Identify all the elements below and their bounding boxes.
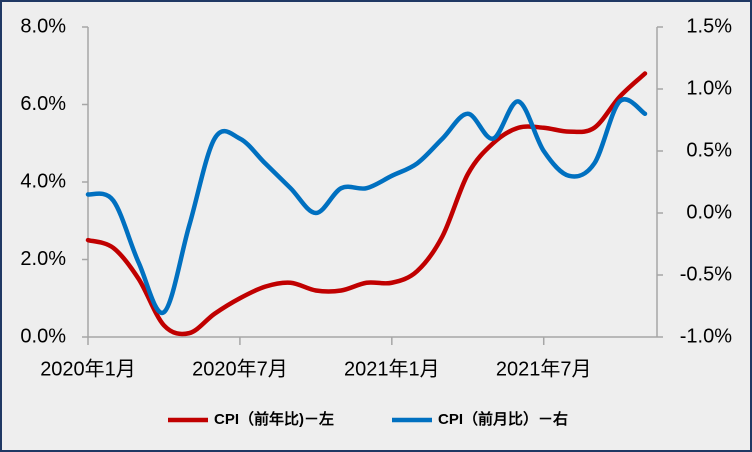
x-tick-label: 2021年7月: [496, 357, 592, 380]
legend-label: CPI（前年比)－左: [214, 410, 334, 428]
x-tick-label: 2021年1月: [344, 357, 440, 380]
y-tick-label: 8.0%: [20, 15, 66, 37]
y-tick-label: 0.0%: [20, 325, 66, 347]
y2-tick-label: 1.0%: [686, 77, 732, 99]
series-line: [85, 71, 648, 337]
y-tick-label: 6.0%: [20, 93, 66, 115]
x-tick-label: 2020年7月: [192, 357, 288, 380]
series-line: [85, 97, 648, 315]
y-tick-label: 4.0%: [20, 170, 66, 192]
y2-tick-label: -1.0%: [680, 325, 732, 347]
y2-tick-label: 0.5%: [686, 139, 732, 161]
y2-tick-label: -0.5%: [680, 263, 732, 285]
y2-tick-label: 1.5%: [686, 15, 732, 37]
legend-label: CPI（前月比）－右: [438, 410, 568, 428]
x-tick-label: 2020年1月: [40, 357, 136, 380]
y2-tick-label: 0.0%: [686, 201, 732, 223]
y-tick-label: 2.0%: [20, 248, 66, 270]
